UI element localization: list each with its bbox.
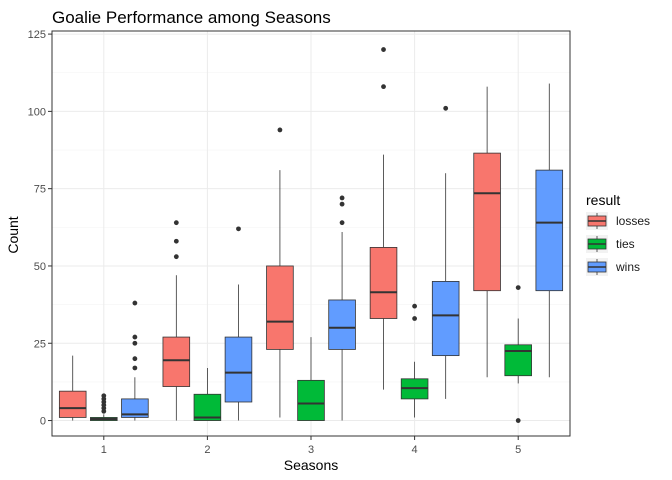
y-tick-label: 25 [34,338,46,350]
outlier-point [132,365,138,371]
outlier-point [132,340,138,346]
box-body [369,247,398,319]
box-ties-3 [297,337,325,421]
y-axis: 0 25 50 75 100 125 [28,29,52,428]
outlier-point [132,300,138,306]
outlier-point [132,356,138,362]
y-tick-label: 0 [40,416,46,428]
y-tick-label: 75 [34,184,46,196]
box-body [297,379,325,421]
legend-title: result [586,192,620,208]
box-wins-1 [121,300,149,421]
outlier-point [515,418,521,423]
box-ties-4 [400,303,429,418]
box-body [121,398,149,418]
outlier-point [412,316,417,321]
box-ties-2 [193,367,222,421]
chart-title: Goalie Performance among Seasons [52,8,331,27]
box-wins-3 [328,195,356,421]
legend-label-wins: wins [615,260,640,274]
box-losses-2 [162,220,191,421]
outlier-point [132,334,138,340]
outlier-point [339,195,345,201]
box-body [58,390,87,418]
outlier-point [173,220,179,226]
x-tick-label: 1 [101,444,107,456]
y-tick-label: 50 [34,261,46,273]
outlier-point [339,220,345,226]
legend-label-losses: losses [616,214,650,228]
outlier-point [173,238,179,244]
box-ties-1 [90,393,118,421]
outlier-point [412,303,417,309]
box-losses-3 [266,127,294,418]
x-axis-title: Seasons [284,457,338,473]
box-losses-4 [369,47,398,390]
x-tick-label: 4 [412,444,418,456]
box-losses-1 [58,355,87,421]
box-wins-4 [431,105,460,399]
outlier-point [381,47,386,52]
outlier-point [339,201,345,207]
plot-boxes [58,47,564,423]
box-body [162,336,191,387]
box-wins-5 [535,83,564,378]
box-body [266,265,294,350]
box-body [504,344,532,377]
legend: result losses ties wins [586,192,650,276]
y-tick-label: 100 [28,106,46,118]
legend-label-ties: ties [616,237,635,251]
box-body [224,336,253,403]
box-body [193,393,222,421]
x-tick-label: 3 [308,444,314,456]
legend-key-wins [586,258,608,276]
box-body [535,169,564,292]
legend-key-ties [586,235,608,253]
box-body [473,152,501,292]
y-axis-title: Count [5,216,21,253]
x-tick-label: 2 [204,444,210,456]
box-ties-5 [504,285,532,423]
outlier-point [277,127,283,133]
outlier-point [173,254,179,260]
outlier-point [443,105,449,111]
box-body [328,299,356,350]
box-wins-2 [224,226,253,421]
x-tick-label: 5 [515,444,521,456]
box-body [431,281,460,357]
box-losses-5 [473,86,501,378]
legend-key-losses [586,212,608,230]
outlier-point [101,393,107,399]
y-tick-label: 125 [28,29,46,41]
outlier-point [381,84,386,90]
outlier-point [515,285,521,291]
outlier-point [236,226,241,232]
x-axis: 1 2 3 4 5 [101,436,521,456]
